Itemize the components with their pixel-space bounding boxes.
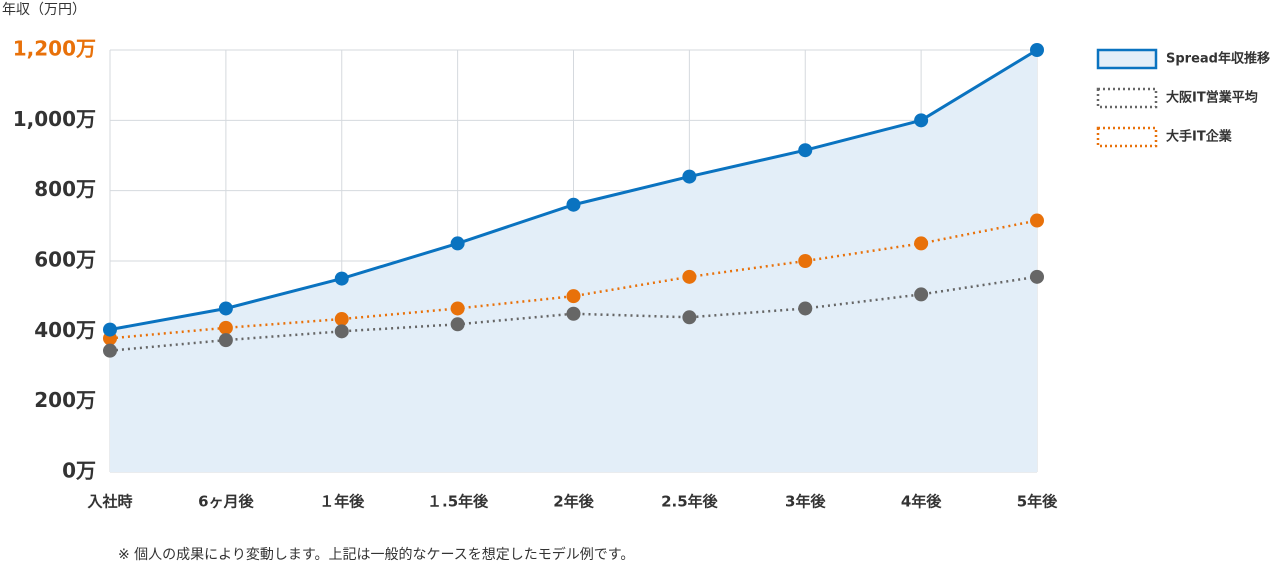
point <box>914 287 929 302</box>
x-tick-label: １年後 <box>319 493 365 511</box>
x-tick-label: 3年後 <box>785 493 826 511</box>
point <box>1030 43 1044 57</box>
point <box>682 269 697 284</box>
point <box>103 322 117 337</box>
x-tick-label: 6ヶ月後 <box>198 493 254 511</box>
point <box>218 333 233 348</box>
x-tick-label: １.5年後 <box>427 493 489 511</box>
point <box>334 271 349 286</box>
x-tick-label: 5年後 <box>1017 493 1058 511</box>
point <box>798 143 813 158</box>
point <box>450 301 465 316</box>
x-tick-label: 4年後 <box>901 493 942 511</box>
y-tick-label: 400万 <box>34 318 96 342</box>
y-axis-label: 年収（万円） <box>2 2 86 18</box>
y-tick-label: 600万 <box>34 248 96 272</box>
x-tick-label: 入社時 <box>86 493 132 511</box>
point <box>1030 269 1044 284</box>
point <box>682 310 697 325</box>
point <box>914 236 929 251</box>
point <box>914 113 929 128</box>
footnote: ※ 個人の成果により変動します。上記は一般的なケースを想定したモデル例です。 <box>118 546 634 563</box>
point <box>566 197 581 212</box>
legend-label: Spread年収推移 <box>1166 51 1270 67</box>
point <box>566 306 581 321</box>
y-tick-label: 1,200万 <box>13 37 96 61</box>
legend-swatch <box>1096 48 1158 70</box>
point <box>450 317 465 332</box>
point <box>798 254 813 268</box>
legend-label: 大手IT企業 <box>1166 129 1233 145</box>
line <box>109 275 1038 352</box>
y-tick-label: 200万 <box>34 388 96 412</box>
point <box>682 169 697 184</box>
point <box>103 343 117 358</box>
point <box>798 301 813 316</box>
y-tick-label: 0万 <box>62 459 96 483</box>
point <box>218 301 233 316</box>
x-tick-label: 2.5年後 <box>661 493 719 511</box>
point <box>334 324 349 339</box>
point <box>334 312 349 327</box>
point <box>566 289 581 304</box>
point <box>218 320 233 335</box>
legend-swatch <box>1096 87 1158 109</box>
y-tick-label: 800万 <box>34 177 96 201</box>
legend-label: 大阪IT営業平均 <box>1166 90 1258 106</box>
y-tick-label: 1,000万 <box>13 107 96 131</box>
point <box>450 236 465 251</box>
legend-swatch <box>1096 126 1158 148</box>
x-tick-label: 2年後 <box>553 493 594 511</box>
point <box>1030 213 1044 228</box>
